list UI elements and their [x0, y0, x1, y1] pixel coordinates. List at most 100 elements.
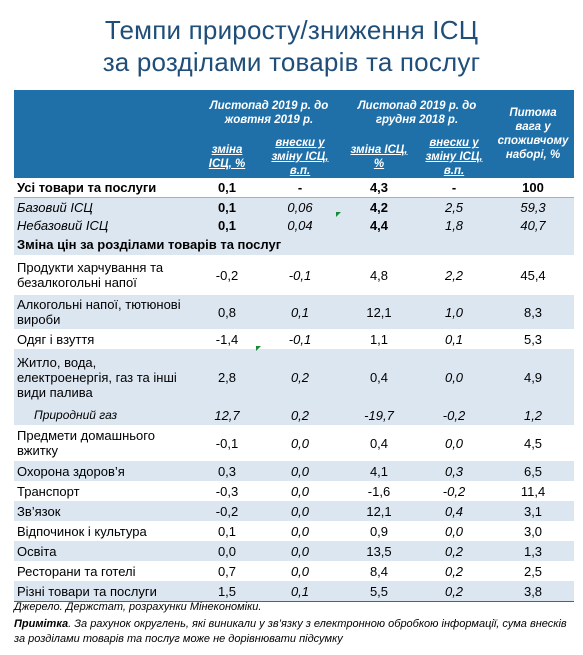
table-row-total: Усі товари та послуги 0,1 - 4,3 - 100: [14, 178, 575, 198]
cell-y-change: 8,4: [369, 563, 389, 579]
cell-y-change: 4,2: [342, 197, 416, 216]
remark-text: . За рахунок округлень, які виникали у з…: [14, 618, 567, 645]
cell-y-change: 13,5: [342, 541, 416, 561]
cell-m-change: -1,4: [215, 331, 239, 347]
table-row: Транспорт -0,3 0,0 -1,6 -0,2 11,4: [14, 481, 574, 501]
table-row: Одяг і взуття -1,4 -0,1 1,1 0,1 5,3: [14, 329, 574, 349]
cell-y-contrib: 0,0: [416, 349, 493, 405]
cell-m-contrib: -0,1: [288, 267, 312, 283]
cell-y-contrib: 2,2: [444, 267, 464, 283]
cell-weight: 3,0: [523, 523, 543, 539]
cell-y-change: 0,4: [369, 435, 389, 451]
cell-y-contrib: -: [416, 178, 493, 198]
table-row: Охорона здоров’я 0,3 0,0 4,1 0,3 6,5: [14, 461, 575, 481]
table-row: Освіта 0,0 0,0 13,5 0,2 1,3: [14, 541, 575, 561]
cell-y-change: 4,1: [342, 461, 416, 481]
cell-y-contrib: 0,2: [444, 563, 464, 579]
table-row-core: Базовий ІСЦ 0,1 0,06 4,2 2,5 59,3: [14, 197, 575, 216]
row-label: Житло, вода, електроенергія, газ та інші…: [14, 349, 196, 405]
table-row: Різні товари та послуги 1,5 0,1 5,5 0,2 …: [14, 581, 575, 602]
row-label: Предмети домашнього вжитку: [17, 428, 155, 458]
header-contrib-year: внески у зміну ІСЦ, в.п.: [416, 136, 493, 178]
row-label: Різні товари та послуги: [14, 581, 196, 602]
title-line-2: за розділами товарів та послуг: [102, 47, 481, 77]
cpi-table: Листопад 2019 р. до жовтня 2019 р. Листо…: [14, 90, 575, 602]
cell-m-change: 0,1: [217, 523, 237, 539]
cell-y-contrib: 0,4: [416, 501, 493, 521]
table-row-subitem: Природний газ 12,7 0,2 -19,7 -0,2 1,2: [14, 405, 575, 425]
cell-m-contrib: 0,0: [290, 523, 310, 539]
cell-y-contrib: -0,2: [416, 405, 493, 425]
cell-y-change: 1,1: [369, 331, 389, 347]
section-title: Зміна цін за розділами товарів та послуг: [14, 234, 575, 255]
cell-weight: 3,1: [492, 501, 575, 521]
cell-weight: 6,5: [492, 461, 575, 481]
row-label: Усі товари та послуги: [14, 178, 196, 198]
header-change-month: зміна ІСЦ, %: [196, 136, 258, 178]
row-label: Освіта: [14, 541, 196, 561]
header-blank-2: [14, 136, 196, 178]
cell-m-change: 0,0: [196, 541, 258, 561]
source-note: Джерело. Держстат, розрахунки Мінекономі…: [14, 601, 262, 613]
cell-m-change: 0,1: [196, 197, 258, 216]
cell-weight: 40,7: [492, 216, 575, 234]
cell-m-contrib: 0,1: [258, 295, 342, 329]
row-label: Ресторани та готелі: [17, 563, 136, 579]
table-row: Продукти харчування та безалкогольні нап…: [14, 255, 574, 295]
remark-note: Примітка. За рахунок округлень, які вини…: [14, 617, 576, 647]
cell-m-change: -0,3: [215, 483, 239, 499]
cell-y-contrib: 0,2: [416, 541, 493, 561]
cell-m-change: -0,1: [215, 435, 239, 451]
row-label: Алкогольні напої, тютюнові вироби: [14, 295, 196, 329]
cell-weight: 1,3: [492, 541, 575, 561]
cell-weight: 45,4: [520, 267, 546, 283]
cell-weight: 100: [492, 178, 575, 198]
row-label: Відпочинок і культура: [17, 523, 147, 539]
row-label: Одяг і взуття: [17, 331, 95, 347]
cell-m-contrib: 0,04: [258, 216, 342, 234]
cell-weight: 59,3: [492, 197, 575, 216]
cell-m-change: 2,8: [196, 349, 258, 405]
header-group-month: Листопад 2019 р. до жовтня 2019 р.: [196, 90, 342, 136]
section-header-row: Зміна цін за розділами товарів та послуг: [14, 234, 575, 255]
cell-y-change: 4,3: [342, 178, 416, 198]
cell-y-contrib: 0,0: [444, 523, 464, 539]
row-label: Базовий ІСЦ: [14, 197, 196, 216]
row-label: Зв’язок: [14, 501, 196, 521]
cell-y-change: 4,4: [342, 216, 416, 234]
cell-weight: 3,8: [492, 581, 575, 602]
cell-m-change: 0,1: [196, 178, 258, 198]
row-label: Продукти харчування та безалкогольні нап…: [17, 260, 164, 290]
cell-m-contrib: 0,0: [258, 501, 342, 521]
cell-m-change: 0,8: [196, 295, 258, 329]
table-row: Ресторани та готелі 0,7 0,0 8,4 0,2 2,5: [14, 561, 574, 581]
table-row: Алкогольні напої, тютюнові вироби 0,8 0,…: [14, 295, 575, 329]
cell-y-contrib: 0,1: [444, 331, 464, 347]
cell-m-contrib: 0,06: [258, 197, 342, 216]
cell-y-change: 0,4: [342, 349, 416, 405]
cell-weight: 11,4: [520, 483, 546, 499]
cell-m-change: 0,1: [196, 216, 258, 234]
cell-m-change: 12,7: [196, 405, 258, 425]
cell-weight: 1,2: [492, 405, 575, 425]
title-line-1: Темпи приросту/зниження ІСЦ: [104, 15, 479, 45]
table-row-noncore: Небазовий ІСЦ 0,1 0,04 4,4 1,8 40,7: [14, 216, 575, 234]
cell-weight: 4,9: [492, 349, 575, 405]
cell-y-change: 12,1: [342, 501, 416, 521]
header-group-year: Листопад 2019 р. до грудня 2018 р.: [342, 90, 493, 136]
cell-y-change: 4,8: [369, 267, 389, 283]
table-row: Житло, вода, електроенергія, газ та інші…: [14, 349, 575, 405]
cell-m-change: 0,7: [217, 563, 237, 579]
footnotes: Джерело. Держстат, розрахунки Мінекономі…: [14, 600, 576, 647]
table-row: Предмети домашнього вжитку -0,1 0,0 0,4 …: [14, 425, 574, 461]
row-label: Транспорт: [17, 483, 80, 499]
cell-m-contrib: 0,1: [258, 581, 342, 602]
cell-marker-icon: [336, 212, 341, 217]
cell-weight: 5,3: [523, 331, 543, 347]
header-blank: [14, 90, 196, 136]
cell-m-contrib: 0,0: [290, 563, 310, 579]
cell-y-contrib: 2,5: [416, 197, 493, 216]
cell-m-contrib: 0,0: [258, 461, 342, 481]
cell-m-contrib: 0,0: [290, 435, 310, 451]
